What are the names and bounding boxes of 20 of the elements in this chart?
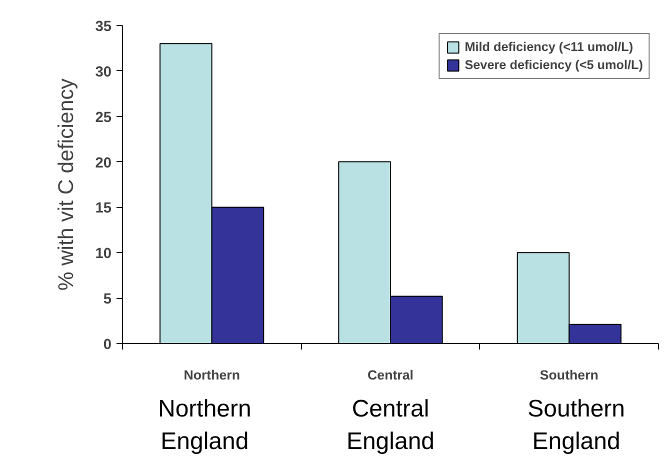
y-tick-label: 5 <box>103 292 112 308</box>
text: England <box>160 428 249 455</box>
category-label: Northern <box>184 368 240 382</box>
legend-label: Severe deficiency (<5 umol/L) <box>464 58 643 72</box>
y-tick-label: 35 <box>95 19 112 35</box>
y-axis-title: % with vit C deficiency <box>54 78 78 291</box>
x-tick-label: Northern <box>158 396 252 422</box>
y-tick-label: 0 <box>103 337 112 353</box>
legend-label: Mild deficiency (<11 umol/L) <box>464 40 634 54</box>
y-tick-label: 15 <box>95 200 112 217</box>
category-label: Central <box>368 368 414 382</box>
y-tick-label: 20 <box>95 155 112 172</box>
y-tick-label: 30 <box>95 64 112 80</box>
text: England <box>532 428 620 455</box>
y-tick-label: 25 <box>95 110 112 126</box>
text: England <box>346 428 435 455</box>
x-tick-label: Southern <box>528 396 626 422</box>
y-tick-label: 10 <box>95 246 112 262</box>
x-tick-label: Central <box>352 396 430 422</box>
category-label: Southern <box>540 368 598 382</box>
